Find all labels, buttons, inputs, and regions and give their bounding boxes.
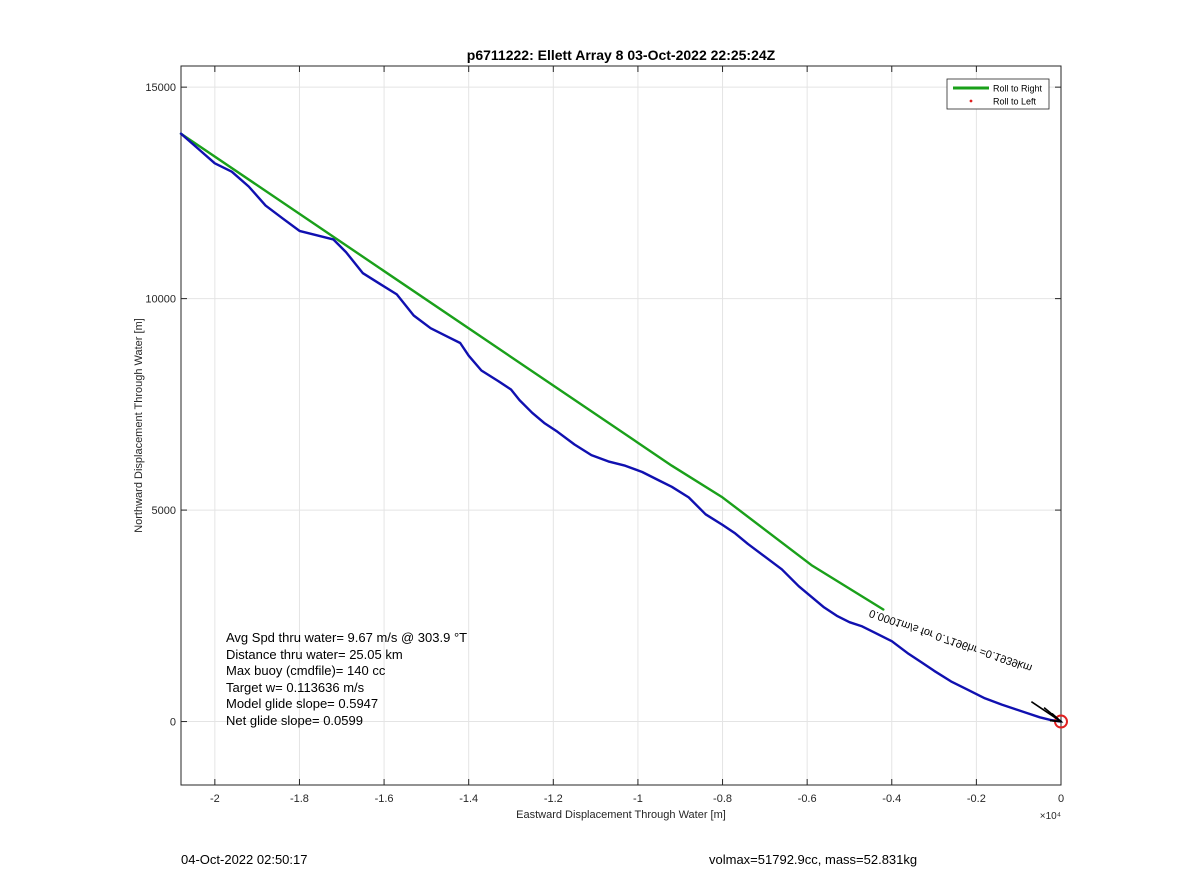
stat-avg-speed: Avg Spd thru water= 9.67 m/s @ 303.9 °T [226, 630, 468, 645]
x-tick-label: -0.6 [798, 793, 817, 805]
stat-net-glide-slope: Net glide slope= 0.0599 [226, 712, 363, 728]
y-tick-label: 10000 [145, 294, 176, 306]
stats-block: Avg Spd thru water= 9.67 m/s @ 303.9 °T … [226, 630, 467, 729]
series-trajectory-line [179, 132, 1063, 723]
series-roll-to-right-line [179, 132, 885, 611]
x-axis-label: Eastward Displacement Through Water [m] [516, 809, 726, 821]
legend-box [946, 78, 1050, 110]
footer-vol-mass: volmax=51792.9cc, mass=52.831kg [709, 852, 918, 867]
legend-roll-right-label: Roll to Right [993, 84, 1043, 94]
legend-roll-left-swatch [969, 99, 973, 103]
x-tick-label: -1.4 [459, 793, 478, 805]
current-arrow [1030, 701, 1062, 723]
y-axis-ticks: 0 5000 10000 15000 [145, 82, 1061, 729]
footer-timestamp: 04-Oct-2022 02:50:17 [181, 852, 308, 867]
y-axis-label: Northward Displacement Through Water [m] [133, 318, 145, 533]
stat-max-buoy: Max buoy (cmdfile)= 140 cc [226, 663, 386, 678]
x-tick-label: -1 [633, 793, 643, 805]
legend: Roll to Right Roll to Left [946, 78, 1050, 110]
chart-title: p6711222: Ellett Array 8 03-Oct-2022 22:… [467, 47, 776, 63]
y-tick-label: 5000 [152, 505, 176, 517]
x-tick-label: -2 [210, 793, 220, 805]
y-tick-label: 0 [170, 717, 176, 729]
stat-model-glide-slope: Model glide slope= 0.5947 [226, 696, 379, 711]
x-tick-label: -1.6 [375, 793, 394, 805]
x-tick-label: -0.4 [882, 793, 901, 805]
current-arrow-head [1049, 712, 1064, 723]
current-annotation-label: 0.0001m/s for 0.7196hr =0.1939km [868, 607, 1034, 674]
y-tick-label: 15000 [145, 82, 176, 94]
x-tick-label: -0.8 [713, 793, 732, 805]
x-tick-label: -1.8 [290, 793, 309, 805]
stat-distance: Distance thru water= 25.05 km [226, 646, 403, 662]
x-axis-ticks: -2 -1.8 -1.6 -1.4 -1.2 -1 -0.8 -0.6 -0.4 -0.2 0 [210, 66, 1064, 805]
x-axis-exponent: ×10⁴ [1040, 811, 1061, 822]
series-layer [179, 132, 1063, 723]
x-tick-label: 0 [1058, 793, 1064, 805]
annotation-layer: 0.0001m/s for 0.7196hr =0.1939km [868, 607, 1068, 729]
stat-target-w: Target w= 0.113636 m/s [226, 679, 365, 695]
x-tick-label: -0.2 [967, 793, 986, 805]
legend-roll-left-label: Roll to Left [993, 97, 1037, 107]
plot-frame [180, 65, 1062, 786]
x-tick-label: -1.2 [544, 793, 563, 805]
